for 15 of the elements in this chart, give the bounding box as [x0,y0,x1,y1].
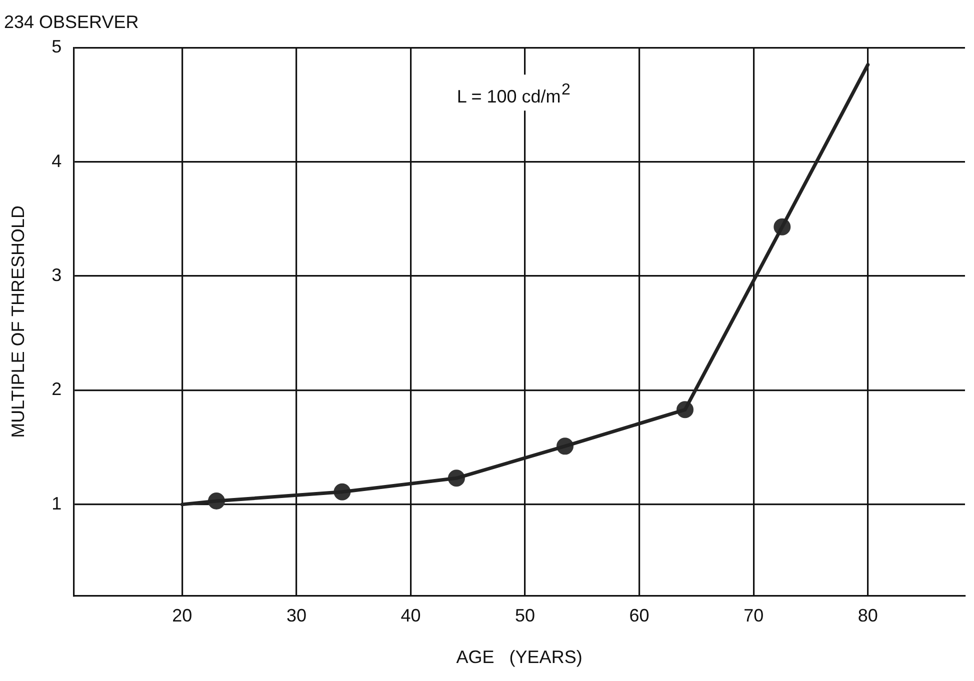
x-tick-label: 70 [744,606,764,626]
y-tick-label: 4 [52,150,62,171]
x-tick-label: 40 [400,606,421,626]
y-tick-label: 3 [52,264,62,285]
y-axis-title: MULTIPLE OF THRESHOLD [8,206,28,438]
x-tick-label: 60 [629,606,650,626]
x-axis-title: AGE (YEARS) [456,647,582,668]
chart-title: 234 OBSERVER [4,12,139,32]
x-tick-label: 30 [286,606,306,626]
x-tick-label: 50 [515,606,536,626]
x-tick-label: 80 [858,606,878,626]
x-tick-label: 20 [172,606,192,626]
y-tick-label: 2 [52,379,62,400]
y-tick-label: 1 [52,493,62,514]
y-tick-label: 5 [52,36,62,57]
